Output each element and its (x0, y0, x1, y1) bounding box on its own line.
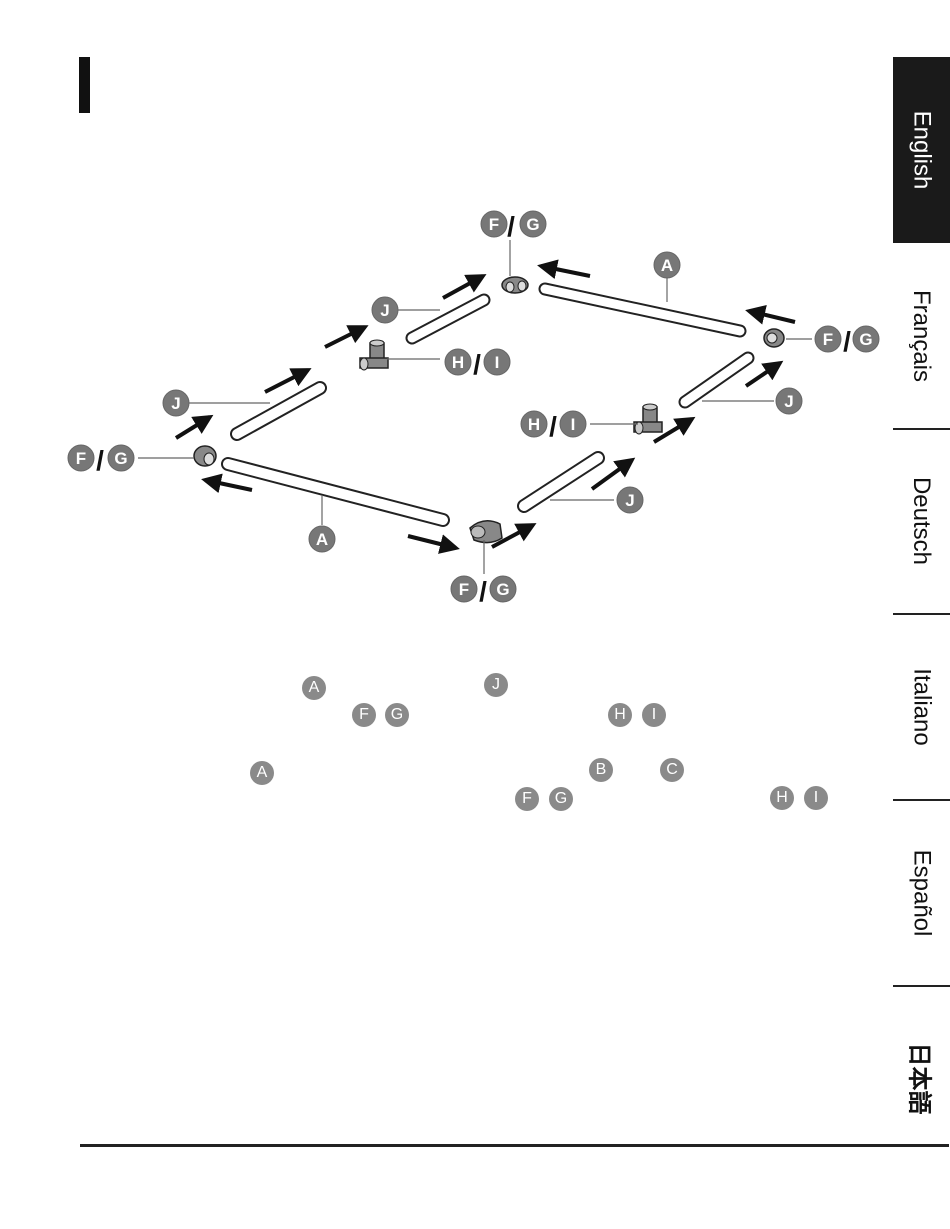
connector-fg-right (763, 328, 785, 348)
frame-assembly-diagram: F / G A J F / G H / I J J H / (67, 210, 880, 607)
ref-circle: J (484, 673, 508, 697)
label-hi-right: H / I (520, 410, 587, 442)
svg-text:F: F (76, 449, 86, 468)
tab-deutsch[interactable]: Deutsch (893, 430, 950, 612)
svg-text:G: G (114, 449, 127, 468)
label-a-front: A (308, 525, 336, 553)
svg-text:J: J (380, 301, 389, 320)
label-fg-left: F / G (67, 444, 135, 476)
svg-text:I: I (571, 415, 576, 434)
direction-arrows (174, 259, 796, 554)
svg-text:J: J (784, 392, 793, 411)
svg-text:A: A (661, 256, 673, 275)
svg-text:A: A (316, 530, 328, 549)
tab-divider (893, 613, 950, 615)
tube-a-back (538, 282, 747, 338)
svg-text:/: / (843, 326, 851, 357)
label-fg-bottom: F / G (450, 575, 517, 607)
tab-divider (893, 799, 950, 801)
ref-circle: H (770, 786, 794, 810)
label-hi-left: H / I (444, 348, 511, 380)
section-marker (79, 57, 90, 113)
label-j-lower-right: J (616, 486, 644, 514)
label-j-upper-left: J (371, 296, 399, 324)
svg-text:/: / (507, 211, 515, 242)
tab-label: Español (908, 849, 936, 936)
tab-italiano[interactable]: Italiano (893, 615, 950, 798)
ref-circle: F (352, 703, 376, 727)
tab-divider (893, 428, 950, 430)
ref-circle: B (589, 758, 613, 782)
svg-text:F: F (459, 580, 469, 599)
svg-text:H: H (452, 353, 464, 372)
tab-label: Deutsch (908, 476, 936, 566)
svg-text:I: I (495, 353, 500, 372)
connector-fg-bottom (469, 520, 503, 544)
ref-circle: I (642, 703, 666, 727)
tab-japanese[interactable]: 日本語 (893, 987, 950, 1170)
tube-j-right-upper (678, 351, 755, 409)
label-fg-right: F / G (814, 325, 880, 357)
label-j-upper-right: J (775, 387, 803, 415)
svg-text:J: J (625, 491, 634, 510)
svg-text:/: / (549, 411, 557, 442)
svg-text:G: G (526, 215, 539, 234)
svg-text:/: / (473, 349, 481, 380)
connector-fg-top (501, 276, 529, 294)
ref-circle: H (608, 703, 632, 727)
tab-espanol[interactable]: Español (893, 801, 950, 984)
svg-text:G: G (496, 580, 509, 599)
tab-divider (893, 985, 950, 987)
ref-circle: C (660, 758, 684, 782)
tube-j-left-upper (405, 293, 491, 345)
ref-circle: A (302, 676, 326, 700)
tab-english[interactable]: English (893, 57, 950, 243)
tee-hi-right (633, 403, 663, 435)
svg-text:/: / (479, 576, 487, 607)
ref-circle: I (804, 786, 828, 810)
svg-text:J: J (171, 394, 180, 413)
tab-francais[interactable]: Français (893, 245, 950, 427)
tab-label: Italiano (908, 667, 936, 746)
label-j-lower-left: J (162, 389, 190, 417)
tab-label: Français (908, 289, 936, 383)
svg-text:/: / (96, 445, 104, 476)
tab-label: English (908, 110, 936, 190)
leader-lines (138, 240, 812, 574)
tube-j-right-lower (517, 451, 605, 513)
tube-j-left-lower (230, 381, 327, 441)
ref-circle: A (250, 761, 274, 785)
ref-circle: G (549, 787, 573, 811)
svg-text:G: G (859, 330, 872, 349)
footer-rule (80, 1144, 949, 1147)
svg-text:F: F (489, 215, 499, 234)
ref-circle: G (385, 703, 409, 727)
tee-hi-left (359, 339, 389, 371)
label-fg-top: F / G (480, 210, 547, 242)
tab-label: 日本語 (905, 1042, 932, 1115)
svg-text:F: F (823, 330, 833, 349)
label-a-back: A (653, 251, 681, 279)
ref-circle: F (515, 787, 539, 811)
svg-text:H: H (528, 415, 540, 434)
tube-a-front (221, 457, 450, 527)
connector-fg-left (193, 445, 217, 467)
